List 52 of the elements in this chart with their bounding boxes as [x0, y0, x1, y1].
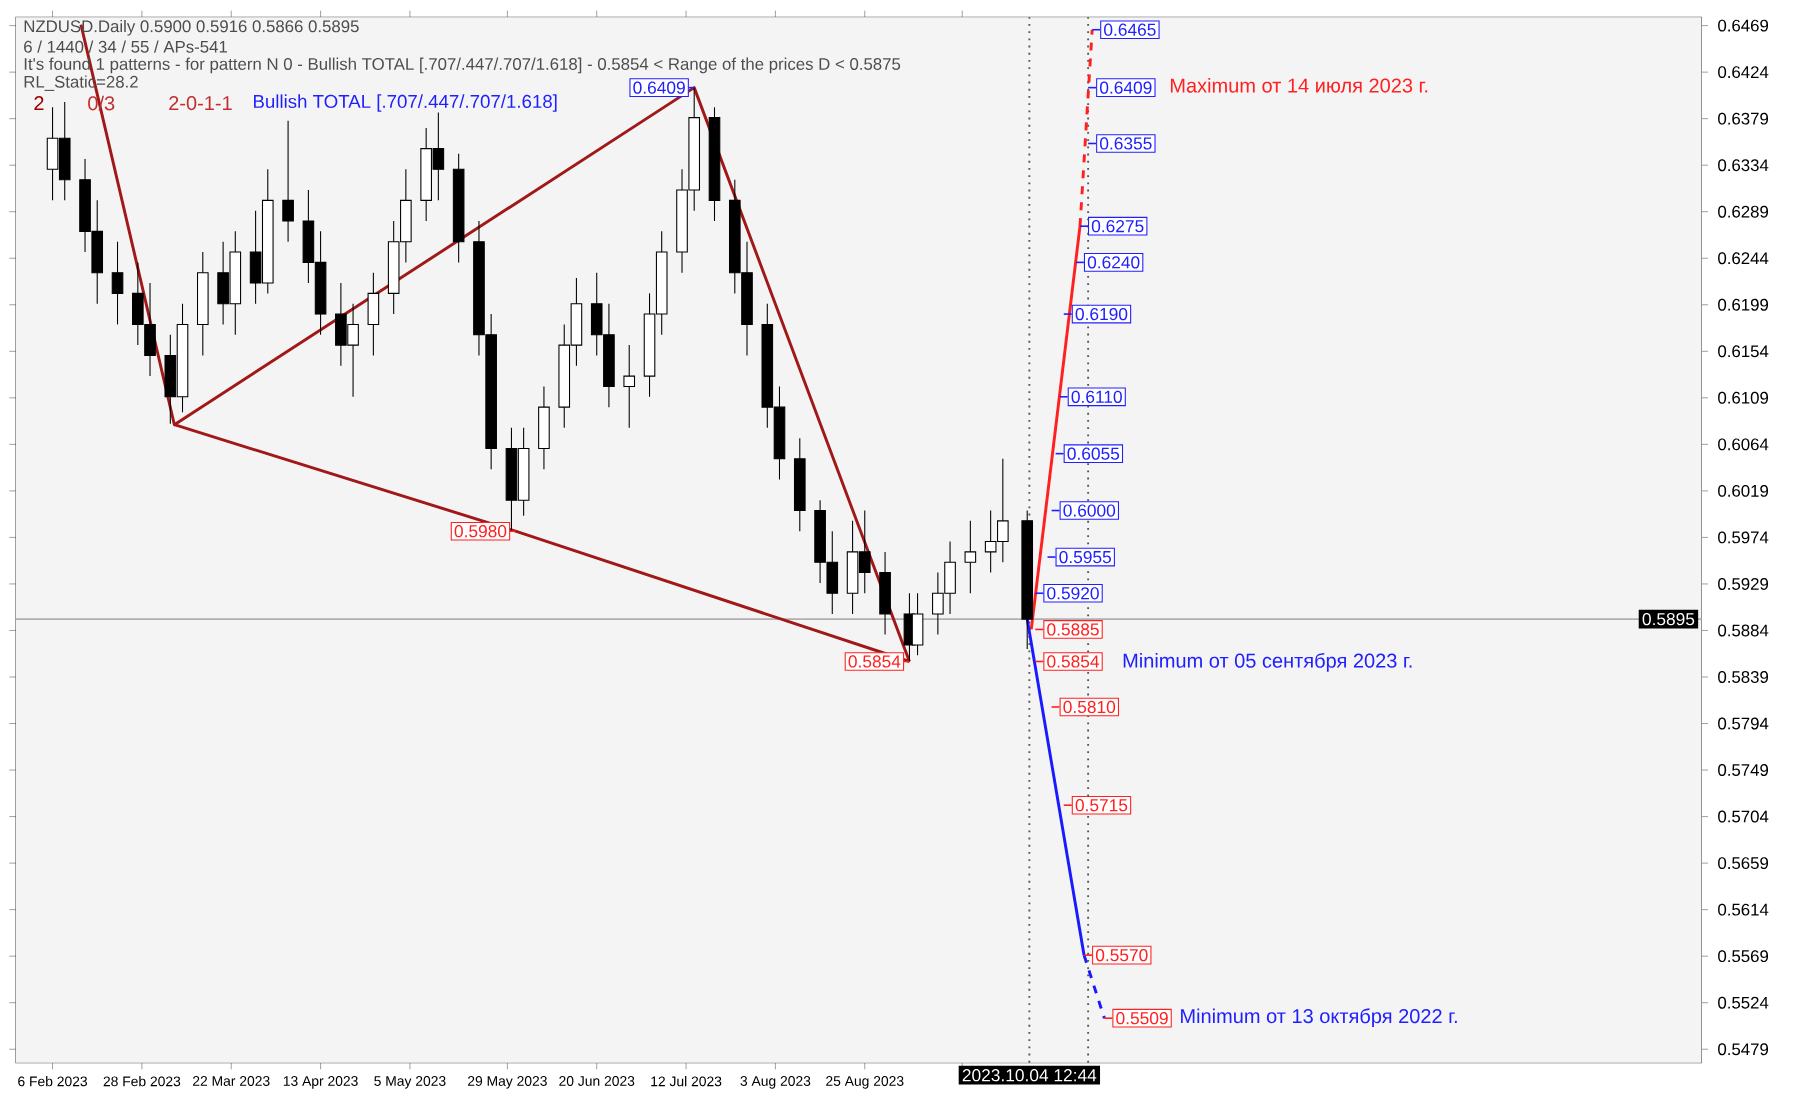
y-tick-label: 0.5884	[1718, 624, 1769, 637]
annotation: 0.5570	[1095, 949, 1148, 962]
annotation: 0.6465	[1104, 23, 1156, 36]
ref-line-label: 0.5895	[1642, 612, 1695, 626]
y-tick-label: 0.6334	[1718, 159, 1769, 172]
annotation: 0.6055	[1067, 447, 1120, 460]
y-tick-label: 0.5794	[1718, 717, 1769, 730]
annotation: 0.5715	[1075, 799, 1128, 812]
annotation: Maximum от 14 июля 2023 г.	[1170, 77, 1428, 93]
annotation: 2-0-1-1	[169, 95, 232, 111]
annotation: 0.6110	[1071, 390, 1122, 403]
annotation: 0.6240	[1087, 256, 1140, 269]
annotation: 0.5509	[1116, 1012, 1168, 1025]
y-tick-label: 0.5929	[1718, 577, 1769, 590]
annotation: 0.5854	[1047, 655, 1100, 668]
y-tick-label: 0.6244	[1718, 252, 1769, 265]
y-tick-label: 0.6424	[1718, 66, 1769, 79]
y-tick-label: 0.6109	[1718, 391, 1769, 404]
y-tick-label: 0.6154	[1718, 345, 1769, 358]
annotation: 2	[34, 96, 44, 111]
annotation: 0.6409	[633, 81, 685, 94]
annotation: Minimum от 05 сентября 2023 г.	[1123, 652, 1412, 672]
y-tick-label: 0.5569	[1718, 950, 1769, 963]
y-tick-label: 0.5659	[1718, 857, 1769, 870]
y-tick-label: 0.6469	[1718, 19, 1769, 32]
annotation: 0.5955	[1059, 550, 1111, 564]
y-tick-label: 0.5524	[1718, 996, 1769, 1009]
annotation: 0.6275	[1091, 220, 1144, 233]
annotation: 0.5885	[1047, 623, 1099, 636]
annotation: 0.5854	[848, 655, 901, 668]
y-tick-label: 0.5704	[1718, 810, 1769, 823]
annotation: 0.6355	[1099, 137, 1152, 150]
annotation: 6 / 1440 / 34 / 55 / APs-541	[24, 40, 227, 53]
annotation: 0.5980	[454, 525, 507, 538]
annotation: Bullish TOTAL [.707/.447/.707/1.618]	[254, 94, 557, 112]
y-tick-label: 0.5614	[1718, 903, 1769, 916]
y-tick-label: 0.5749	[1718, 764, 1769, 777]
y-tick-label: 0.5974	[1718, 531, 1769, 544]
y-tick-label: 0.5479	[1718, 1043, 1769, 1056]
y-tick-label: 0.6064	[1718, 438, 1769, 451]
y-tick-label: 0.6199	[1718, 298, 1769, 311]
annotation: 0.6000	[1063, 504, 1116, 517]
y-tick-label: 0.6019	[1718, 484, 1769, 497]
annotation: Minimum от 13 октября 2022 г.	[1181, 1008, 1457, 1028]
annotation: 0.5810	[1063, 700, 1116, 714]
y-tick-label: 0.6289	[1718, 205, 1769, 218]
annotation: 0.6190	[1075, 307, 1128, 321]
y-tick-label: 0.6379	[1718, 112, 1769, 125]
y-tick-label: 0.5839	[1718, 671, 1769, 683]
annotation: 0.5920	[1047, 587, 1099, 600]
annotation: 0.6409	[1099, 81, 1152, 94]
ref-line-label: 2023.10.04 12:44	[962, 1069, 1097, 1082]
